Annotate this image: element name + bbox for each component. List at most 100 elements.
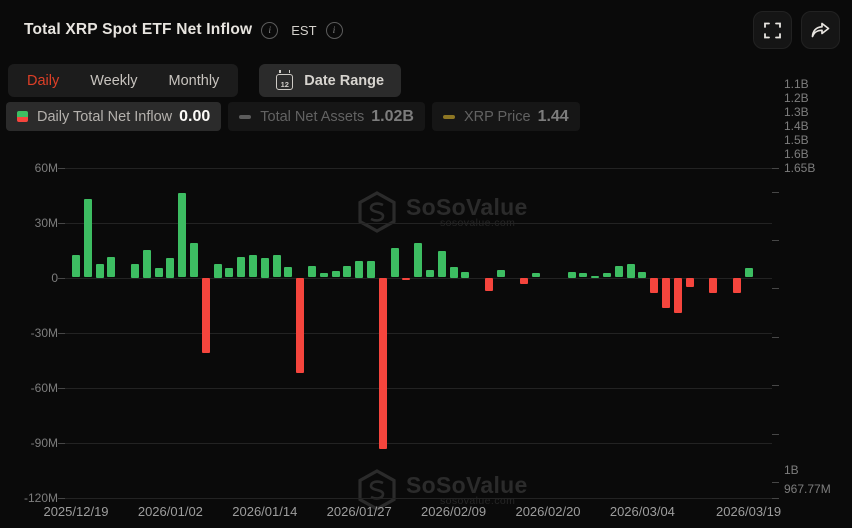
bar <box>591 276 600 278</box>
bar <box>367 261 375 278</box>
bar <box>131 263 139 278</box>
bar <box>662 278 670 309</box>
timezone-label: EST <box>291 22 317 38</box>
bar <box>603 273 611 278</box>
axis-tick <box>58 167 65 169</box>
axis-tick <box>772 433 779 435</box>
bar <box>308 265 316 278</box>
y-axis-label: -120M <box>23 490 58 505</box>
right-axis-label: 967.77M <box>784 481 831 496</box>
bar <box>414 242 423 278</box>
page-title: Total XRP Spot ETF Net Inflow <box>24 21 253 38</box>
legend-value: 1.02B <box>371 107 414 125</box>
toolbar: Daily Weekly Monthly 12 Date Range <box>8 64 402 97</box>
watermark-name: SoSoValue <box>406 471 528 498</box>
axis-tick <box>772 497 779 499</box>
gridline <box>65 387 772 389</box>
x-axis-label: 2025/12/19 <box>43 503 109 519</box>
x-axis-label: 2026/02/20 <box>515 503 581 519</box>
axis-tick <box>58 442 65 444</box>
axis-tick <box>772 167 779 169</box>
legend-label: Total Net Assets <box>260 108 365 125</box>
bar <box>567 272 576 278</box>
date-range-button[interactable]: 12 Date Range <box>259 64 402 97</box>
bar <box>178 193 187 278</box>
tab-weekly[interactable]: Weekly <box>90 72 138 89</box>
bar <box>284 267 293 278</box>
bar <box>190 242 198 278</box>
bar <box>142 250 151 278</box>
bar <box>260 258 269 278</box>
timezone-info-icon[interactable]: i <box>325 21 343 39</box>
header: Total XRP Spot ETF Net Inflow i EST i <box>0 10 852 50</box>
share-icon <box>811 22 830 37</box>
bar <box>650 278 659 293</box>
bar <box>166 258 175 278</box>
bar <box>673 278 682 313</box>
y-axis-label: -90M <box>30 435 58 450</box>
right-axis-label: 1.6B <box>784 146 809 161</box>
y-axis-label: 60M <box>34 160 58 175</box>
right-axis-label: 1.2B <box>784 90 809 105</box>
bar <box>83 198 92 278</box>
bar <box>107 257 116 278</box>
legend-value: 1.44 <box>537 107 569 125</box>
x-axis-label: 2026/01/02 <box>137 503 203 519</box>
bar <box>355 261 364 278</box>
bar <box>744 268 753 278</box>
bar <box>272 254 281 278</box>
fullscreen-icon <box>764 22 781 38</box>
net-inflow-series-icon <box>17 111 28 122</box>
legend-item-net-inflow[interactable]: Daily Total Net Inflow 0.00 <box>6 102 222 131</box>
legend-value: 0.00 <box>179 107 211 125</box>
bar <box>449 266 458 278</box>
bar <box>426 270 434 278</box>
share-button[interactable] <box>801 11 840 49</box>
right-axis-label: 1.65B <box>784 160 816 175</box>
gridline <box>65 222 772 224</box>
bar <box>496 270 505 278</box>
axis-tick <box>772 240 779 242</box>
axis-tick <box>772 288 779 290</box>
right-axis-label: 1.1B <box>784 76 809 91</box>
y-axis-label: -30M <box>30 325 58 340</box>
bar <box>378 278 387 449</box>
bar <box>225 268 234 278</box>
xrp-price-series-icon <box>442 114 455 119</box>
bar <box>485 278 493 291</box>
gridline <box>65 442 772 444</box>
right-axis-label: 1B <box>784 462 799 477</box>
axis-tick <box>772 385 779 387</box>
axis-tick <box>58 277 65 279</box>
bar <box>296 278 305 374</box>
bar <box>461 272 470 278</box>
tab-daily[interactable]: Daily <box>27 72 60 89</box>
bar <box>390 248 399 278</box>
date-range-label: Date Range <box>304 72 385 89</box>
bar <box>154 268 163 278</box>
axis-tick <box>58 222 65 224</box>
y-axis-label: -60M <box>30 380 58 395</box>
x-axis-label: 2026/01/14 <box>232 503 298 519</box>
bar <box>709 278 718 293</box>
gridline <box>65 497 772 499</box>
right-axis-label: 1.4B <box>784 118 809 133</box>
y-axis-label: 30M <box>34 215 58 230</box>
legend: Daily Total Net Inflow 0.00 Total Net As… <box>6 102 580 131</box>
bar <box>437 250 446 278</box>
x-axis-label: 2026/03/19 <box>716 503 782 519</box>
calendar-icon: 12 <box>276 69 294 90</box>
bar <box>732 278 741 293</box>
axis-tick <box>772 191 779 193</box>
bar <box>402 278 411 280</box>
legend-item-net-assets[interactable]: Total Net Assets 1.02B <box>228 102 425 131</box>
tab-monthly[interactable]: Monthly <box>168 72 220 89</box>
axis-tick <box>58 497 65 499</box>
fullscreen-button[interactable] <box>753 11 792 49</box>
title-info-icon[interactable]: i <box>261 21 279 39</box>
bar <box>638 272 647 278</box>
legend-item-xrp-price[interactable]: XRP Price 1.44 <box>431 102 580 131</box>
bar <box>343 265 352 278</box>
